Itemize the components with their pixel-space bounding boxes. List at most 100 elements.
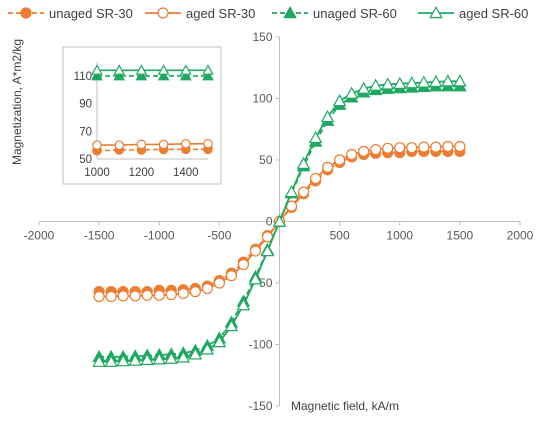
legend-entry: unaged SR-30 xyxy=(8,6,133,21)
data-point xyxy=(201,282,213,295)
data-point xyxy=(380,77,395,90)
y-tick-label: 0 xyxy=(266,215,273,229)
x-tick-label: 500 xyxy=(330,229,350,243)
inset-data-point xyxy=(113,69,126,81)
data-point xyxy=(248,272,263,285)
inset-y-tick-label: 110 xyxy=(74,71,92,83)
legend-entry: aged SR-30 xyxy=(145,6,255,21)
legend-entry: unaged SR-60 xyxy=(272,6,397,21)
data-point xyxy=(358,145,370,157)
data-point xyxy=(284,184,299,198)
inset-x-tick-label: 1200 xyxy=(129,167,155,179)
y-tick-label: 150 xyxy=(252,30,272,44)
data-point xyxy=(224,319,239,332)
data-point xyxy=(93,290,105,303)
inset-y-tick-label: 70 xyxy=(79,126,92,138)
x-tick-label: -500 xyxy=(207,229,231,243)
data-point xyxy=(405,76,419,89)
data-point xyxy=(322,161,334,173)
data-point xyxy=(236,298,251,311)
data-point xyxy=(176,350,191,363)
y-tick-label: 50 xyxy=(259,153,273,167)
series-aged-sr-60 xyxy=(92,74,467,367)
x-tick-label: 2000 xyxy=(507,229,534,243)
data-point xyxy=(382,142,394,154)
main-tick-labels: -2000 -1500 -1000 -500 500 1000 1500 2000-150-1… xyxy=(24,30,534,413)
x-tick-label: -2000 xyxy=(24,229,55,243)
data-point xyxy=(453,74,467,87)
main-plot-area xyxy=(92,74,467,367)
legend-marker xyxy=(283,6,297,19)
data-point xyxy=(454,140,466,153)
data-point xyxy=(237,258,250,271)
x-tick-label: -1500 xyxy=(84,229,115,243)
inset-data-point xyxy=(179,64,192,75)
data-point xyxy=(392,76,407,89)
inset-data-point xyxy=(91,69,103,81)
x-tick-label: 1500 xyxy=(447,229,474,243)
legend-label: unaged SR-30 xyxy=(49,6,133,21)
data-point xyxy=(297,186,310,198)
data-point xyxy=(430,141,442,153)
data-point xyxy=(406,142,418,154)
data-point xyxy=(128,353,142,366)
inset-x-tick-label: 1000 xyxy=(84,167,110,179)
data-point xyxy=(296,156,311,169)
inset-data-point xyxy=(203,138,213,149)
inset-data-point xyxy=(113,64,126,75)
data-point xyxy=(212,335,227,348)
data-point xyxy=(249,245,262,257)
inset-data-point xyxy=(179,69,192,81)
x-tick-label: 1000 xyxy=(386,229,413,243)
data-point xyxy=(200,342,215,355)
data-point xyxy=(213,277,225,289)
data-point xyxy=(308,130,323,144)
y-tick-label: -150 xyxy=(248,399,272,413)
inset-data-point xyxy=(157,64,170,75)
legend-label: aged SR-30 xyxy=(186,6,255,21)
x-axis-title: Magnetic field, kA/m xyxy=(291,399,399,413)
inset-series-aged-sr-60 xyxy=(91,64,214,75)
inset-data-point xyxy=(92,140,102,150)
inset-series-aged-sr-30 xyxy=(92,138,213,150)
data-point xyxy=(129,290,141,302)
inset-data-point xyxy=(158,139,169,150)
data-point xyxy=(417,75,431,88)
inset-data-point xyxy=(135,69,148,81)
data-point xyxy=(370,143,382,156)
data-point xyxy=(189,286,201,298)
legend-label: unaged SR-60 xyxy=(313,6,397,21)
data-point xyxy=(92,354,106,367)
y-tick-label: 100 xyxy=(252,92,272,106)
data-point xyxy=(441,74,455,87)
data-point xyxy=(346,148,358,161)
data-point xyxy=(141,289,153,301)
data-point xyxy=(272,214,287,227)
inset-data-point xyxy=(135,64,148,75)
data-point xyxy=(260,244,275,257)
inset-x-tick-label: 1400 xyxy=(173,167,199,179)
data-point xyxy=(116,354,130,367)
inset-series-unaged-sr-60 xyxy=(91,69,214,81)
data-point xyxy=(332,93,347,107)
inset-data-point xyxy=(202,64,214,75)
inset-data-point xyxy=(91,64,103,75)
data-point xyxy=(117,290,129,302)
y-tick-label: -100 xyxy=(248,338,272,352)
data-point xyxy=(165,289,177,301)
data-point xyxy=(140,352,154,366)
data-point xyxy=(177,287,189,300)
data-point xyxy=(188,347,203,360)
legend-marker xyxy=(429,6,443,19)
data-point xyxy=(429,74,443,88)
inset-y-tick-label: 50 xyxy=(79,154,92,166)
data-point xyxy=(164,351,179,364)
legend-entry: aged SR-60 xyxy=(418,6,528,21)
data-point xyxy=(309,172,322,185)
inset-data-point xyxy=(202,69,214,81)
data-point xyxy=(225,270,237,282)
data-point xyxy=(105,290,117,303)
legend-marker xyxy=(157,7,169,19)
legend-label: aged SR-60 xyxy=(459,6,528,21)
data-point xyxy=(442,140,454,153)
